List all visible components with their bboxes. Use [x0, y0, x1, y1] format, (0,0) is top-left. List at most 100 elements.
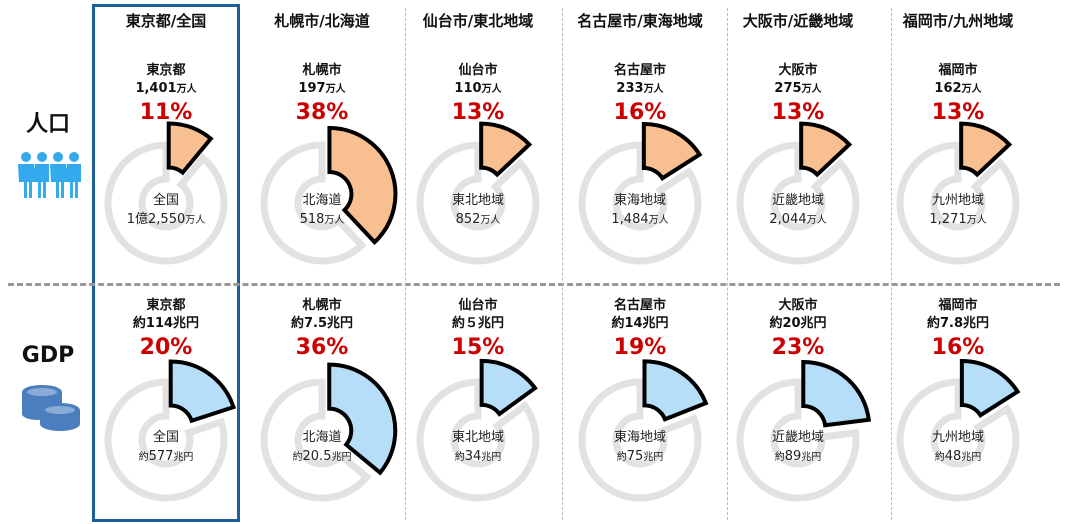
gdp-region-label: 近畿地域 約89兆円 [738, 428, 858, 467]
city-name: 東京都 [146, 63, 186, 78]
gdp-city-share-slice [642, 359, 709, 422]
population-city-block: 仙台市 110万人 [403, 62, 553, 99]
gdp-city-share-slice [801, 359, 872, 428]
column-divider [891, 8, 892, 520]
city-share-percent: 16% [931, 335, 985, 360]
text-part: 兆円 [801, 452, 822, 463]
population-city-block: 名古屋市 233万人 [565, 62, 715, 99]
region-name: 九州地域 [931, 430, 984, 445]
row-label-population: 人口 [25, 112, 70, 137]
population-city-share-slice [799, 121, 853, 178]
population-region-label: 北海道 518万人 [262, 191, 382, 230]
text-part: 233 [616, 81, 644, 96]
city-value: 約7.5兆円 [290, 316, 354, 331]
text-part: 兆円 [643, 452, 664, 463]
city-name: 東京都 [146, 298, 186, 313]
population-region-label: 全国 1億2,550万人 [106, 191, 226, 230]
region-name: 東海地域 [613, 193, 666, 208]
city-value: 約５兆円 [451, 316, 504, 331]
text-part: 万人 [961, 84, 982, 95]
region-value: 1億2,550万人 [106, 210, 226, 230]
region-value: 約75兆円 [580, 447, 700, 467]
city-name: 名古屋市 [613, 63, 666, 78]
text-part: 1,401 [135, 81, 177, 96]
gdp-city-block: 札幌市 約7.5兆円 [247, 297, 397, 333]
city-share-percent: 38% [295, 100, 349, 125]
population-region-remainder-arc [104, 141, 228, 265]
gdp-region-label: 九州地域 約48兆円 [898, 428, 1018, 467]
column-divider [562, 8, 563, 520]
population-city-share-slice [479, 121, 533, 178]
text-part: 万人 [176, 84, 197, 95]
column-header: 大阪市/近畿地域 [742, 12, 854, 30]
text-part: 89 [784, 449, 802, 464]
text-part: 万人 [806, 215, 827, 226]
text-part: 2,044 [769, 212, 807, 227]
population-city-block: 札幌市 197万人 [247, 62, 397, 99]
text-part: 約 [292, 452, 303, 463]
city-value: 197万人 [247, 80, 397, 99]
text-part: 約 [616, 452, 627, 463]
region-name: 東海地域 [613, 430, 666, 445]
gdp-city-share-slice [327, 362, 398, 476]
text-part: 1,271 [929, 212, 967, 227]
gdp-region-remainder-arc [736, 378, 860, 502]
region-name: 北海道 [302, 193, 342, 208]
text-part: 万人 [325, 84, 346, 95]
column-header: 東京都/全国 [125, 12, 207, 30]
region-value: 1,271万人 [898, 210, 1018, 230]
city-name: 福岡市 [938, 63, 978, 78]
city-value: 275万人 [723, 80, 873, 99]
text-part: 万人 [966, 215, 987, 226]
city-share-percent: 20% [139, 335, 193, 360]
gdp-region-label: 北海道 約20.5兆円 [262, 428, 382, 467]
region-name: 東北地域 [451, 193, 504, 208]
city-value: 約7.8兆円 [926, 316, 990, 331]
region-value: 約48兆円 [898, 447, 1018, 467]
population-city-block: 福岡市 162万人 [883, 62, 1033, 99]
gdp-city-block: 仙台市約５兆円 [403, 297, 553, 333]
gdp-region-label: 東海地域 約75兆円 [580, 428, 700, 467]
text-part: 約 [138, 452, 149, 463]
city-share-percent: 19% [613, 335, 667, 360]
population-region-remainder-arc [736, 141, 860, 265]
gdp-city-share-slice [479, 358, 538, 417]
text-part: 1,484 [611, 212, 649, 227]
city-value: 約114兆円 [132, 316, 200, 331]
column-divider [727, 8, 728, 520]
region-value: 518万人 [262, 210, 382, 230]
city-name: 仙台市 [458, 298, 498, 313]
region-value: 約20.5兆円 [262, 447, 382, 467]
gdp-city-block: 大阪市約20兆円 [723, 297, 873, 333]
population-city-block: 東京都 1,401万人 [91, 62, 241, 99]
gdp-region-remainder-arc [104, 378, 228, 502]
text-part: 110 [454, 81, 482, 96]
city-value: 162万人 [883, 80, 1033, 99]
city-share-percent: 11% [139, 100, 193, 125]
text-part: 万人 [185, 215, 206, 226]
population-region-label: 九州地域 1,271万人 [898, 191, 1018, 230]
text-part: 万人 [480, 215, 501, 226]
text-part: 約 [774, 452, 785, 463]
population-region-label: 近畿地域 2,044万人 [738, 191, 858, 230]
text-part: 852 [455, 212, 481, 227]
text-part: 34 [464, 449, 482, 464]
city-value: 約14兆円 [611, 316, 669, 331]
region-name: 全国 [152, 193, 179, 208]
gdp-region-remainder-arc [416, 378, 540, 502]
population-region-label: 東北地域 852万人 [418, 191, 538, 230]
gdp-region-remainder-arc [578, 378, 702, 502]
population-city-share-slice [959, 121, 1013, 178]
city-value: 110万人 [403, 80, 553, 99]
city-name: 大阪市 [778, 298, 818, 313]
population-region-label: 東海地域 1,484万人 [580, 191, 700, 230]
row-divider [8, 283, 1060, 286]
city-value: 約20兆円 [769, 316, 827, 331]
region-value: 約577兆円 [106, 447, 226, 467]
region-name: 東北地域 [451, 430, 504, 445]
text-part: 万人 [648, 215, 669, 226]
region-value: 852万人 [418, 210, 538, 230]
population-region-remainder-arc [416, 141, 540, 265]
city-value: 1,401万人 [91, 80, 241, 99]
